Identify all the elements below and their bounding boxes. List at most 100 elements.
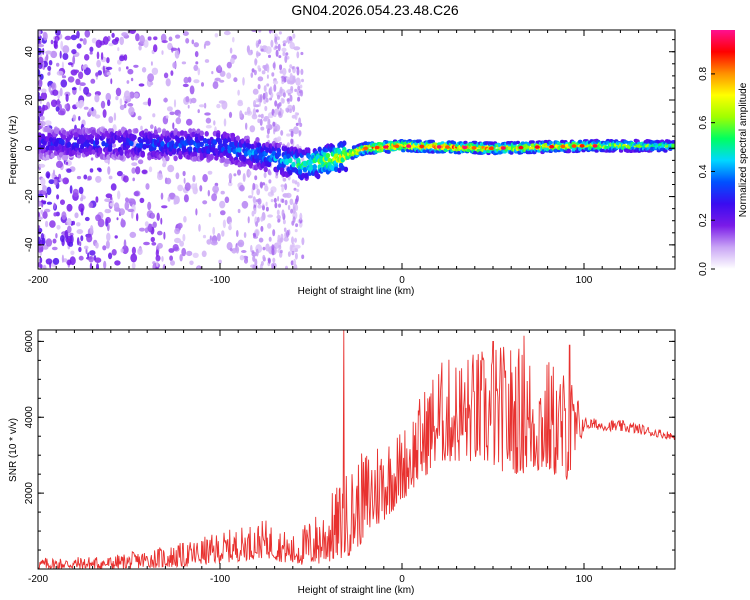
noise-speckle bbox=[204, 112, 211, 116]
ridge-cell bbox=[247, 143, 252, 149]
ridge-cell bbox=[650, 146, 655, 151]
noise-speckle bbox=[40, 177, 46, 187]
x-tick-label: 100 bbox=[576, 574, 593, 585]
noise-speckle bbox=[252, 196, 256, 204]
ridge-cell bbox=[216, 132, 221, 139]
noise-speckle bbox=[296, 181, 300, 187]
noise-speckle bbox=[239, 110, 243, 118]
noise-speckle bbox=[139, 35, 145, 44]
noise-speckle bbox=[263, 99, 267, 105]
noise-speckle bbox=[108, 252, 113, 260]
noise-speckle bbox=[260, 261, 264, 266]
noise-speckle bbox=[57, 110, 65, 116]
noise-speckle bbox=[185, 38, 190, 44]
noise-speckle bbox=[111, 32, 115, 38]
noise-speckle bbox=[260, 225, 264, 232]
noise-speckle bbox=[289, 64, 293, 69]
noise-speckle bbox=[285, 52, 289, 56]
ridge-peak bbox=[383, 145, 388, 149]
noise-speckle bbox=[142, 101, 150, 106]
noise-speckle bbox=[265, 97, 269, 103]
noise-speckle bbox=[160, 192, 164, 200]
noise-speckle bbox=[290, 138, 294, 145]
ridge-cell bbox=[350, 156, 355, 160]
noise-speckle bbox=[127, 103, 134, 107]
noise-speckle bbox=[59, 178, 64, 182]
noise-speckle bbox=[219, 79, 225, 83]
x-tick-label: -200 bbox=[28, 275, 48, 286]
noise-speckle bbox=[197, 67, 201, 76]
noise-speckle bbox=[67, 225, 72, 234]
noise-speckle bbox=[223, 118, 227, 127]
noise-speckle bbox=[198, 104, 205, 108]
ridge-cell bbox=[384, 140, 390, 144]
noise-speckle bbox=[271, 244, 275, 251]
noise-speckle bbox=[233, 173, 237, 177]
noise-speckle bbox=[276, 136, 282, 142]
noise-speckle bbox=[285, 192, 292, 199]
noise-speckle bbox=[76, 30, 80, 39]
noise-speckle bbox=[245, 122, 248, 130]
noise-speckle bbox=[294, 198, 298, 205]
ridge-cell bbox=[224, 144, 229, 150]
noise-speckle bbox=[255, 229, 259, 237]
noise-speckle bbox=[119, 55, 125, 62]
ridge-cell bbox=[107, 144, 113, 150]
noise-speckle bbox=[89, 51, 93, 55]
ridge-cell bbox=[507, 146, 512, 150]
noise-speckle bbox=[72, 55, 76, 65]
ridge-cell bbox=[566, 149, 571, 154]
noise-speckle bbox=[139, 197, 145, 204]
noise-speckle bbox=[156, 260, 159, 268]
noise-speckle bbox=[114, 235, 118, 239]
noise-speckle bbox=[251, 250, 255, 254]
noise-speckle bbox=[289, 94, 293, 102]
noise-speckle bbox=[236, 230, 239, 237]
noise-speckle bbox=[40, 91, 48, 101]
noise-speckle bbox=[262, 254, 266, 261]
noise-speckle bbox=[195, 182, 198, 192]
noise-speckle bbox=[252, 88, 259, 95]
ridge-peak bbox=[518, 145, 524, 150]
noise-speckle bbox=[172, 61, 177, 69]
noise-speckle bbox=[75, 78, 81, 86]
ridge-cell bbox=[276, 151, 281, 157]
ridge-peak bbox=[579, 144, 585, 148]
noise-speckle bbox=[293, 46, 301, 51]
ridge-cell bbox=[199, 130, 204, 137]
noise-speckle bbox=[102, 245, 107, 251]
noise-speckle bbox=[184, 182, 191, 191]
ridge-cell bbox=[401, 148, 406, 153]
noise-speckle bbox=[216, 103, 221, 109]
ridge-cell bbox=[473, 140, 478, 145]
ridge-cell bbox=[204, 131, 209, 137]
ridge-cell bbox=[173, 155, 178, 162]
noise-speckle bbox=[201, 250, 207, 258]
ridge-cell bbox=[276, 143, 281, 149]
noise-speckle bbox=[60, 40, 64, 50]
noise-speckle bbox=[123, 175, 129, 183]
noise-speckle bbox=[294, 237, 297, 243]
noise-speckle bbox=[290, 260, 294, 266]
noise-speckle bbox=[109, 202, 115, 207]
noise-speckle bbox=[167, 42, 173, 51]
noise-speckle bbox=[161, 256, 164, 262]
snr-ticks: -200 -100 0 100 2000 4000 6000 bbox=[24, 330, 676, 585]
noise-speckle bbox=[249, 125, 256, 133]
noise-speckle bbox=[166, 106, 173, 112]
noise-speckle bbox=[127, 208, 135, 213]
noise-speckle bbox=[163, 231, 166, 240]
noise-speckle bbox=[256, 188, 261, 196]
ridge-cell bbox=[543, 140, 548, 144]
noise-speckle bbox=[95, 39, 103, 48]
noise-speckle bbox=[281, 47, 287, 52]
ridge-cell bbox=[284, 158, 290, 164]
noise-speckle bbox=[269, 97, 273, 101]
noise-speckle bbox=[64, 229, 69, 239]
ridge-cell bbox=[117, 130, 123, 137]
x-tick-label: 0 bbox=[399, 574, 405, 585]
noise-speckle bbox=[291, 66, 295, 70]
noise-speckle bbox=[271, 30, 275, 34]
ridge-cell bbox=[91, 129, 96, 135]
noise-speckle bbox=[186, 250, 193, 257]
